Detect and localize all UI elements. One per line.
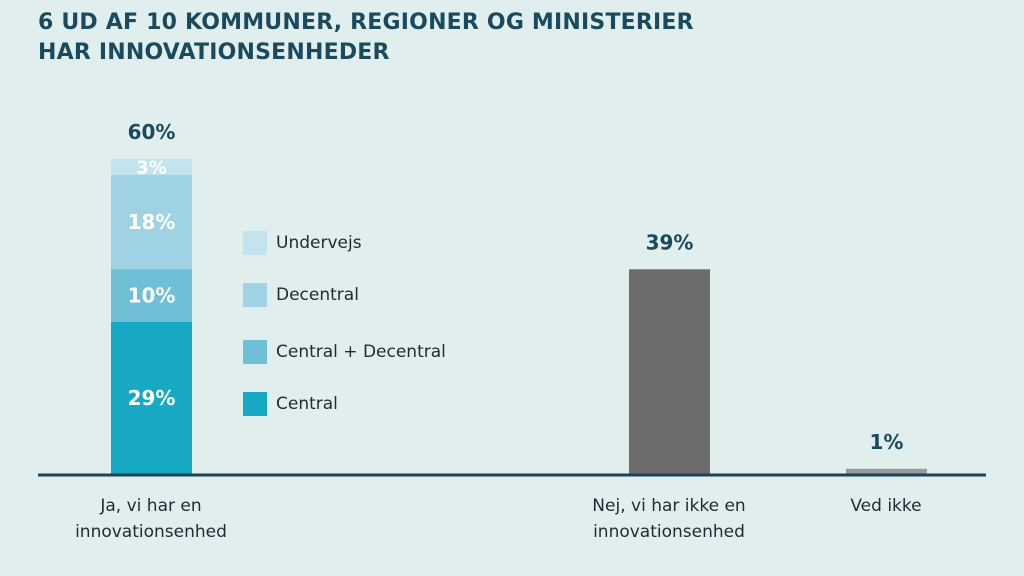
x-label-nej-line-2: innovationsenhed (593, 522, 745, 542)
data-label-central: 29% (128, 386, 176, 410)
legend-swatch-central-decentral (243, 340, 267, 364)
bar-nej (629, 269, 710, 474)
legend-label-central: Central (276, 394, 338, 414)
x-label-nej: Nej, vi har ikke en innovationsenhed (559, 493, 779, 545)
legend-item-undervejs: Undervejs (243, 230, 362, 256)
x-label-ved-ikke-line-1: Ved ikke (850, 496, 922, 516)
data-label-undervejs: 3% (136, 157, 167, 178)
bar-ved-ikke (846, 468, 927, 474)
chart-title-line-1: 6 UD AF 10 KOMMUNER, REGIONER OG MINISTE… (38, 10, 694, 35)
legend-item-central-decentral: Central + Decentral (243, 339, 446, 365)
x-label-nej-line-1: Nej, vi har ikke en (592, 496, 746, 516)
x-label-ja-line-1: Ja, vi har en (100, 496, 202, 516)
legend-item-decentral: Decentral (243, 282, 359, 308)
data-label-ved-ikke: 1% (870, 430, 904, 454)
bar-segment-central (111, 321, 192, 474)
x-label-ja: Ja, vi har en innovationsenhed (41, 493, 261, 545)
legend-label-undervejs: Undervejs (276, 233, 362, 253)
chart-title-line-2: HAR INNOVATIONSENHEDER (38, 40, 390, 65)
x-label-ja-line-2: innovationsenhed (75, 522, 227, 542)
bar-segment-central-decentral (111, 269, 192, 322)
x-label-ved-ikke: Ved ikke (776, 493, 996, 519)
bar-segment-undervejs (111, 159, 192, 175)
data-label-decentral: 18% (128, 210, 176, 234)
legend-label-central-decentral: Central + Decentral (276, 342, 446, 362)
data-label-nej: 39% (646, 230, 694, 254)
bar-segment-decentral (111, 174, 192, 270)
legend-label-decentral: Decentral (276, 285, 359, 305)
legend-swatch-central (243, 392, 267, 416)
data-label-total-ja: 60% (128, 120, 176, 144)
chart-title: 6 UD AF 10 KOMMUNER, REGIONER OG MINISTE… (38, 8, 694, 68)
legend-swatch-undervejs (243, 231, 267, 255)
legend-swatch-decentral (243, 283, 267, 307)
data-label-central-decentral: 10% (128, 284, 176, 308)
legend-item-central: Central (243, 391, 338, 417)
